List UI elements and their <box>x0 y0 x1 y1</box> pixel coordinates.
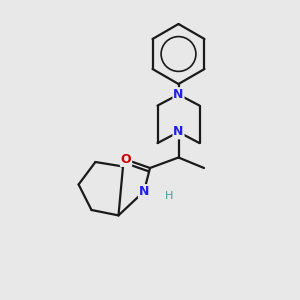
Text: O: O <box>121 153 131 166</box>
Text: N: N <box>173 88 184 101</box>
Text: N: N <box>139 185 149 198</box>
Text: N: N <box>173 125 184 139</box>
Text: H: H <box>165 191 174 201</box>
